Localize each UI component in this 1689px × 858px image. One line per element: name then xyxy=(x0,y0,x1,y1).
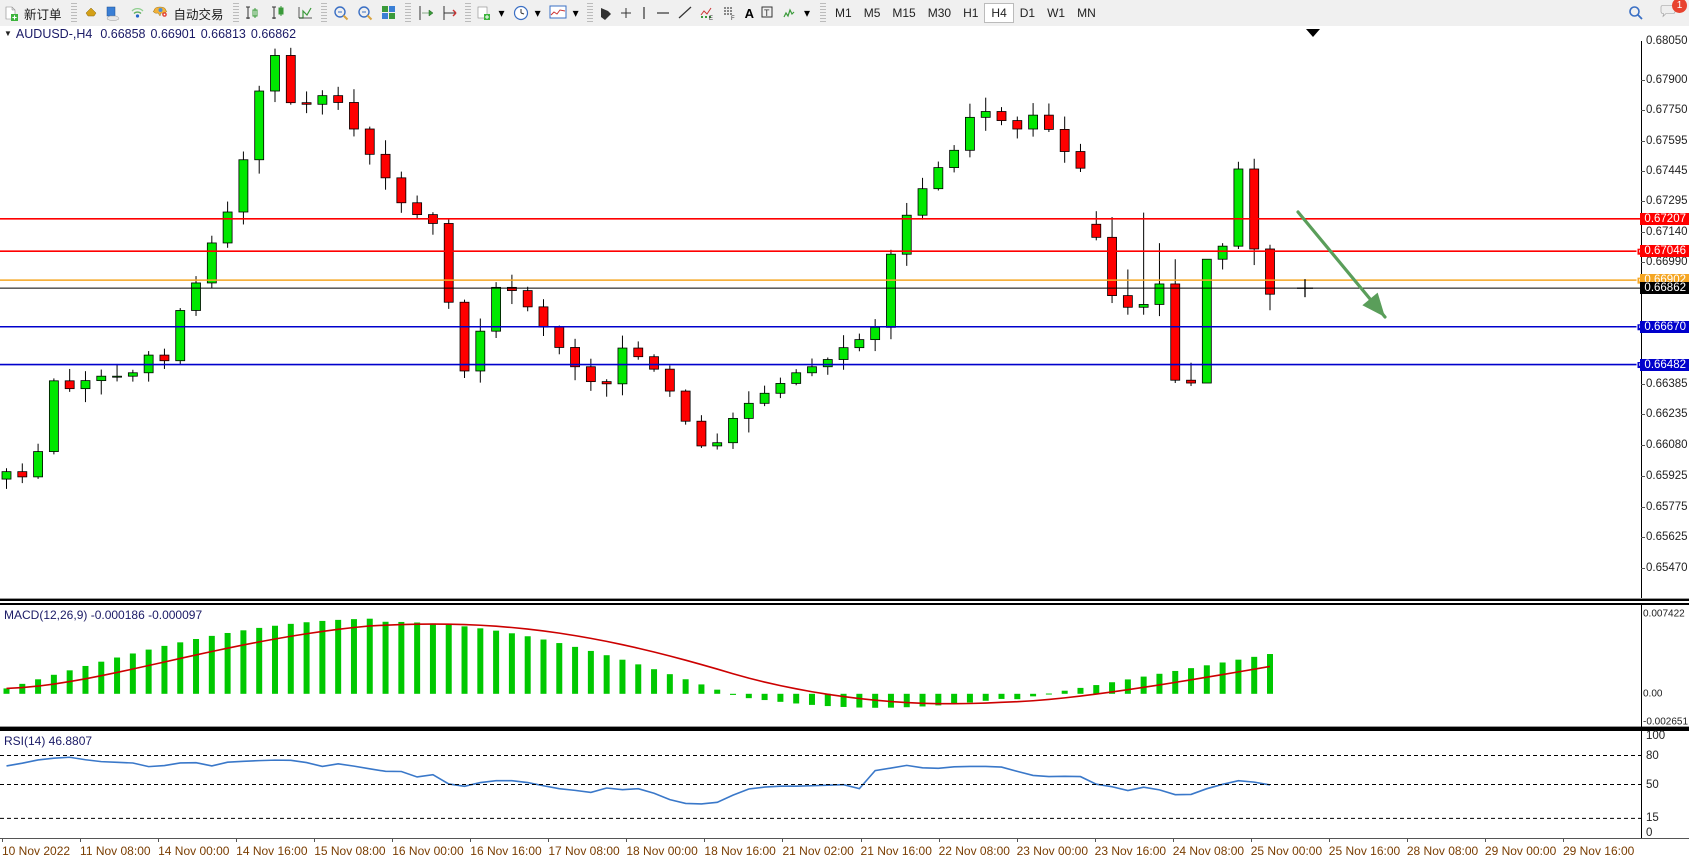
svg-text:F: F xyxy=(731,16,735,21)
svg-text:T: T xyxy=(764,8,770,18)
svg-text:E: E xyxy=(709,16,713,21)
